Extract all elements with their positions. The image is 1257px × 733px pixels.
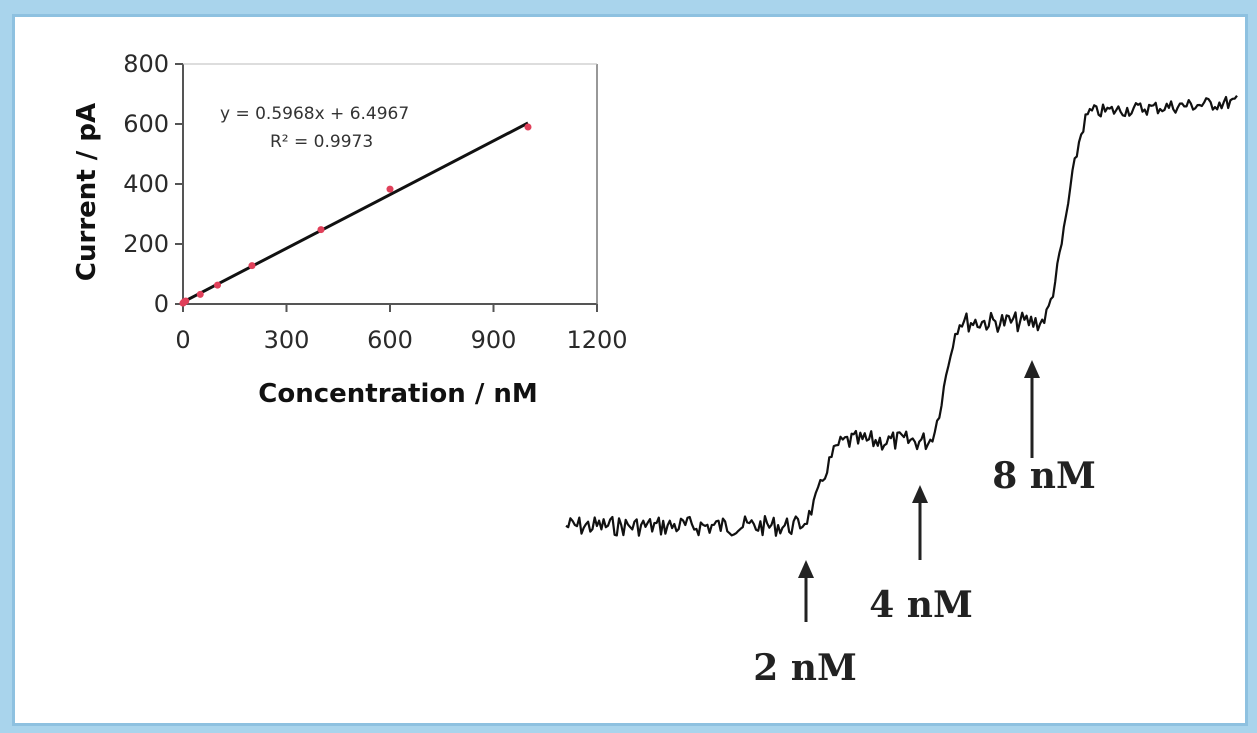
arrow-2nm xyxy=(798,560,814,622)
x-tick-label: 300 xyxy=(264,326,310,354)
arrow-4nm xyxy=(912,485,928,560)
calibration-plot: 0 200 400 600 800 0 300 600 900 1200 y = 0.5968x… xyxy=(72,50,628,409)
calibration-y-title: Current / pA xyxy=(72,103,102,281)
x-tick-label: 0 xyxy=(175,326,190,354)
calibration-x-title: Concentration / nM xyxy=(258,379,538,409)
addition-label-8nm: 8 nM xyxy=(992,455,1096,497)
fit-line xyxy=(182,121,529,304)
r-squared-label: R² = 0.9973 xyxy=(270,132,373,152)
trace-line xyxy=(565,95,1238,537)
x-tick-label: 1200 xyxy=(566,326,627,354)
calibration-point xyxy=(317,226,325,234)
y-tick-label: 800 xyxy=(123,50,169,78)
x-tick-label: 900 xyxy=(471,326,517,354)
calibration-point xyxy=(524,123,532,131)
calibration-point xyxy=(214,281,221,289)
calibration-x-ticks: 0 300 600 900 1200 xyxy=(175,304,628,354)
calibration-points xyxy=(179,123,532,307)
x-tick-label: 600 xyxy=(367,326,413,354)
calibration-point xyxy=(182,297,190,305)
figure-panel xyxy=(12,14,1248,726)
addition-label-4nm: 4 nM xyxy=(869,584,973,626)
y-tick-label: 200 xyxy=(123,230,169,258)
calibration-point xyxy=(248,262,256,270)
calibration-point xyxy=(386,185,394,193)
amperometric-trace xyxy=(565,95,1238,537)
y-tick-label: 600 xyxy=(123,110,169,138)
equation-label: y = 0.5968x + 6.4967 xyxy=(220,104,409,124)
calibration-fit-line xyxy=(182,121,529,304)
arrow-8nm xyxy=(1024,360,1040,458)
addition-label-2nm: 2 nM xyxy=(753,647,857,689)
calibration-y-ticks: 0 200 400 600 800 xyxy=(123,50,183,318)
y-tick-label: 400 xyxy=(123,170,169,198)
y-tick-label: 0 xyxy=(154,290,169,318)
calibration-point xyxy=(196,290,204,298)
